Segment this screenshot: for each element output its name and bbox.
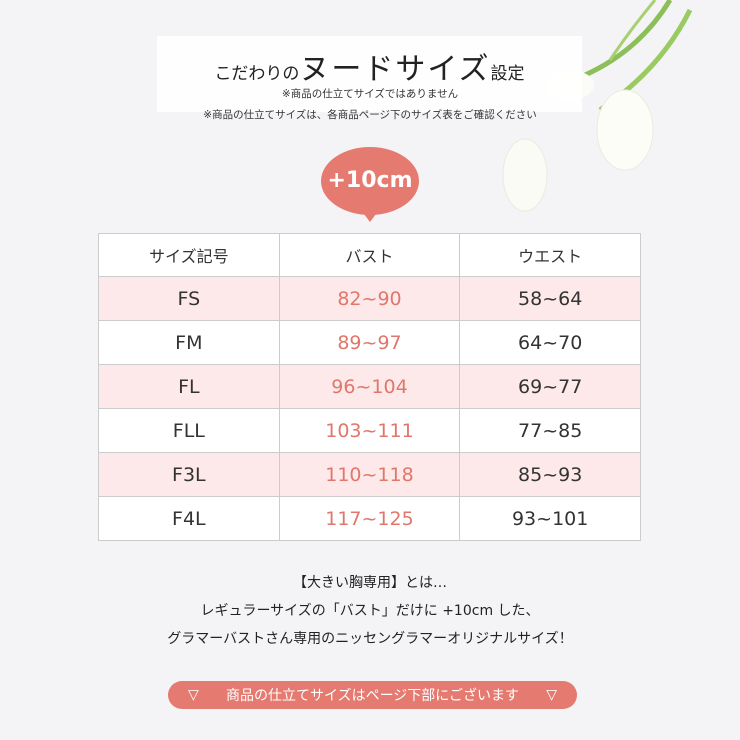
jump-to-garment-size-button[interactable]: ▽ 商品の仕立てサイズはページ下部にございます ▽: [168, 681, 577, 709]
description-line-3: グラマーバストさん専用のニッセングラマーオリジナルサイズ！: [167, 631, 573, 647]
table-row: F4L 117~125 93~101: [98, 496, 641, 541]
page-title: こだわりのヌードサイズ設定: [214, 52, 525, 87]
bust-cell: 89~97: [278, 320, 461, 365]
bust-cell: 96~104: [278, 364, 461, 409]
note-2: ※商品の仕立てサイズは、各商品ページ下のサイズ表をご確認ください: [203, 109, 537, 121]
table-row: FS 82~90 58~64: [98, 276, 641, 321]
bust-cell: 117~125: [278, 496, 461, 541]
triangle-down-icon: ▽: [188, 687, 199, 703]
size-cell: FS: [98, 276, 280, 321]
waist-cell: 58~64: [459, 276, 641, 321]
table-row: F3L 110~118 85~93: [98, 452, 641, 497]
title-box: こだわりのヌードサイズ設定: [157, 36, 582, 112]
description-line-1: 【大きい胸専用】とは…: [293, 575, 447, 591]
header-waist: ウエスト: [459, 233, 641, 277]
size-cell: FLL: [98, 408, 280, 453]
note-1: ※商品の仕立てサイズではありません: [281, 88, 459, 100]
bust-cell: 82~90: [278, 276, 461, 321]
table-header: サイズ記号 バスト ウエスト: [98, 233, 641, 277]
waist-cell: 93~101: [459, 496, 641, 541]
plus-10cm-badge: +10cm: [321, 147, 419, 222]
size-cell: F3L: [98, 452, 280, 497]
header-size: サイズ記号: [98, 233, 280, 277]
waist-cell: 64~70: [459, 320, 641, 365]
size-cell: FL: [98, 364, 280, 409]
size-table: サイズ記号 バスト ウエスト FS 82~90 58~64 FM 89~97 64~70…: [98, 233, 641, 541]
table-row: FM 89~97 64~70: [98, 320, 641, 365]
table-row: FLL 103~111 77~85: [98, 408, 641, 453]
header-bust: バスト: [278, 233, 461, 277]
waist-cell: 85~93: [459, 452, 641, 497]
description-line-2: レギュラーサイズの「バスト」だけに +10cm した、: [200, 603, 540, 619]
button-label: 商品の仕立てサイズはページ下部にございます: [225, 688, 520, 704]
triangle-down-icon: ▽: [546, 687, 557, 703]
bust-cell: 110~118: [278, 452, 461, 497]
waist-cell: 77~85: [459, 408, 641, 453]
table-row: FL 96~104 69~77: [98, 364, 641, 409]
size-cell: FM: [98, 320, 280, 365]
bust-cell: 103~111: [278, 408, 461, 453]
waist-cell: 69~77: [459, 364, 641, 409]
size-cell: F4L: [98, 496, 280, 541]
